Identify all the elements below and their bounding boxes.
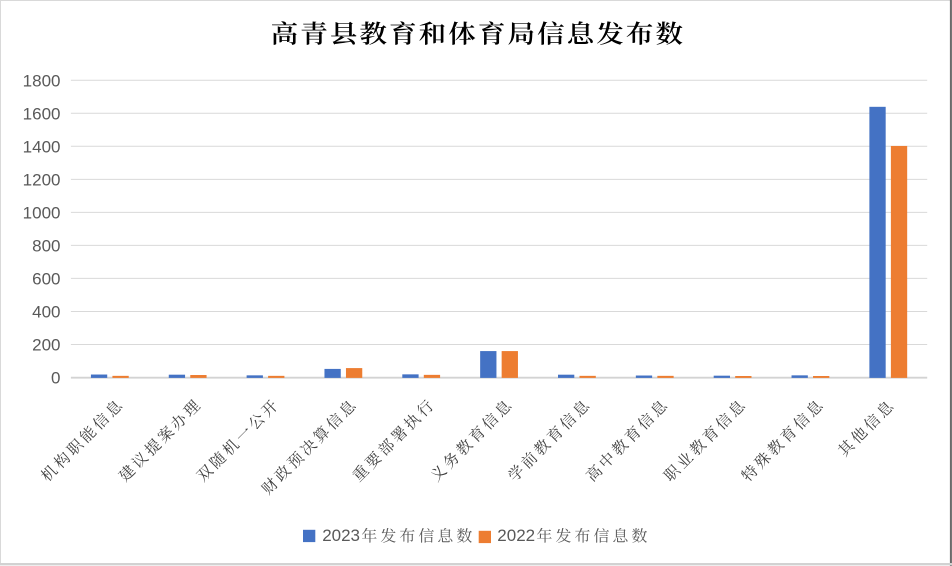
svg-text:600: 600 (32, 270, 60, 289)
svg-text:1600: 1600 (23, 104, 61, 123)
svg-text:1800: 1800 (23, 71, 61, 90)
svg-text:200: 200 (32, 336, 60, 355)
svg-text:1000: 1000 (23, 203, 61, 222)
svg-text:0: 0 (51, 369, 60, 388)
svg-text:800: 800 (32, 236, 60, 255)
svg-text:1400: 1400 (23, 137, 61, 156)
svg-text:2023: 2023 (322, 526, 360, 545)
svg-text:1200: 1200 (23, 170, 61, 189)
svg-text:2022: 2022 (497, 526, 535, 545)
svg-text:400: 400 (32, 303, 60, 322)
